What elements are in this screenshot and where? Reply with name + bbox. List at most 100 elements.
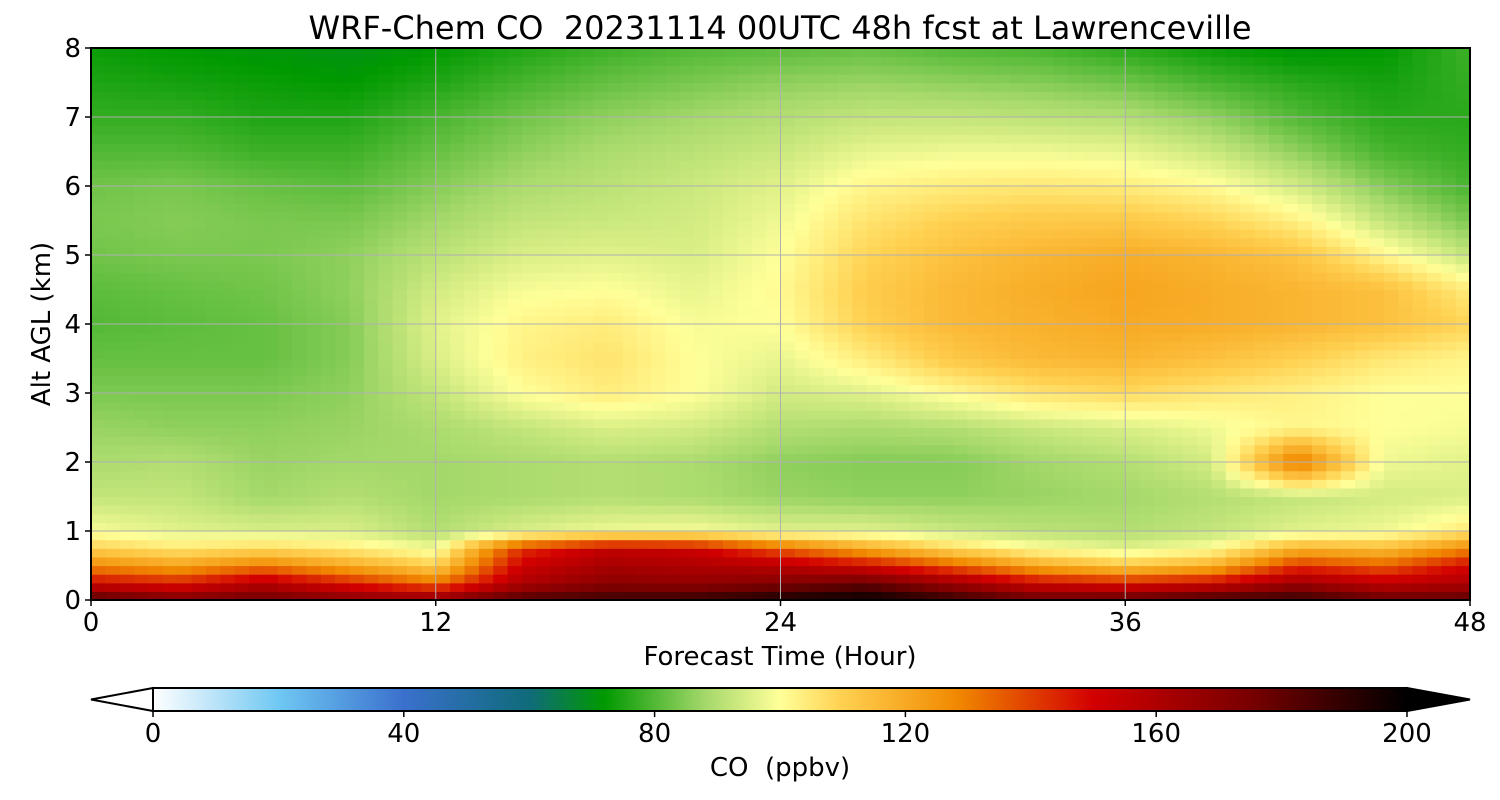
heatmap-cell <box>967 289 983 299</box>
heatmap-cell <box>608 306 624 316</box>
heatmap-cell <box>593 280 609 291</box>
heatmap-cell <box>751 418 767 429</box>
heatmap-cell <box>320 220 336 230</box>
heatmap-cell <box>565 168 580 178</box>
heatmap-cell <box>852 574 868 584</box>
heatmap-cell <box>981 349 997 360</box>
heatmap-cell <box>421 479 437 489</box>
heatmap-cell <box>249 556 264 567</box>
heatmap-cell <box>162 177 178 187</box>
heatmap-cell <box>335 263 351 273</box>
heatmap-cell <box>737 393 753 403</box>
heatmap-cell <box>349 582 365 592</box>
heatmap-cell <box>134 194 150 204</box>
heatmap-cell <box>148 384 164 394</box>
heatmap-cell <box>91 496 106 506</box>
heatmap-cell <box>1082 418 1098 429</box>
heatmap-cell <box>335 453 351 463</box>
heatmap-cell <box>1398 479 1414 489</box>
heatmap-cell <box>1039 574 1055 584</box>
heatmap-cell <box>694 462 710 472</box>
heatmap-cell <box>335 582 351 592</box>
heatmap-cell <box>292 522 308 532</box>
heatmap-cell <box>823 582 839 592</box>
heatmap-cell <box>335 513 351 523</box>
heatmap-cell <box>407 436 422 446</box>
heatmap-cell <box>507 427 523 437</box>
heatmap-cell <box>191 505 207 515</box>
heatmap-cell <box>464 427 480 437</box>
heatmap-cell <box>292 194 308 204</box>
heatmap-cell <box>694 272 710 282</box>
heatmap-cell <box>105 272 121 282</box>
heatmap-cell <box>895 358 911 368</box>
heatmap-cell <box>823 306 839 316</box>
heatmap-cell <box>981 401 997 411</box>
heatmap-cell <box>1297 462 1313 472</box>
heatmap-cell <box>809 315 825 325</box>
heatmap-cell <box>1254 375 1270 385</box>
heatmap-cell <box>320 255 336 265</box>
heatmap-cell <box>105 289 121 299</box>
heatmap-cell <box>1182 582 1198 592</box>
heatmap-cell <box>1311 272 1327 282</box>
heatmap-cell <box>1412 393 1428 403</box>
heatmap-cell <box>593 194 609 204</box>
heatmap-cell <box>1268 548 1284 558</box>
heatmap-cell <box>837 410 853 420</box>
heatmap-cell <box>665 418 681 429</box>
heatmap-cell <box>593 393 609 403</box>
heatmap-cell <box>536 263 552 273</box>
heatmap-cell <box>1053 531 1069 541</box>
heatmap-cell <box>1168 367 1184 377</box>
heatmap-cell <box>1426 470 1442 480</box>
heatmap-cell <box>521 237 537 247</box>
heatmap-cell <box>162 582 178 592</box>
heatmap-cell <box>91 272 106 282</box>
heatmap-cell <box>1039 349 1055 360</box>
heatmap-cell <box>679 462 695 472</box>
heatmap-cell <box>952 531 968 541</box>
heatmap-cell <box>1082 186 1098 196</box>
heatmap-cell <box>794 479 810 489</box>
heatmap-cell <box>1110 168 1126 178</box>
heatmap-cell <box>1326 384 1342 394</box>
heatmap-cell <box>608 315 624 325</box>
heatmap-cell <box>1053 418 1069 429</box>
heatmap-cell <box>220 548 236 558</box>
heatmap-cell <box>981 574 997 584</box>
heatmap-cell <box>335 496 351 506</box>
heatmap-cell <box>823 237 839 247</box>
heatmap-cell <box>608 393 624 403</box>
heatmap-cell <box>723 186 738 196</box>
heatmap-cell <box>421 341 437 351</box>
heatmap-cell <box>292 384 308 394</box>
heatmap-cell <box>292 427 308 437</box>
heatmap-cell <box>162 306 178 316</box>
heatmap-cell <box>1383 574 1399 584</box>
heatmap-cell <box>636 505 652 515</box>
heatmap-cell <box>493 444 509 454</box>
heatmap-cell <box>1441 367 1457 377</box>
heatmap-cell <box>162 367 178 377</box>
heatmap-cell <box>593 177 609 187</box>
heatmap-cell <box>751 410 767 420</box>
heatmap-cell <box>435 462 451 472</box>
heatmap-cell <box>751 375 767 385</box>
heatmap-cell <box>766 539 782 549</box>
heatmap-cell <box>1197 358 1213 368</box>
heatmap-cell <box>1426 272 1442 282</box>
heatmap-cell <box>766 315 782 325</box>
heatmap-cell <box>679 470 695 480</box>
heatmap-cell <box>105 263 121 273</box>
heatmap-cell <box>1441 427 1457 437</box>
heatmap-cell <box>421 410 437 420</box>
heatmap-cell <box>320 237 336 247</box>
heatmap-cell <box>622 341 638 351</box>
heatmap-cell <box>148 548 164 558</box>
heatmap-cell <box>205 255 221 265</box>
heatmap-cell <box>1139 289 1155 299</box>
heatmap-cell <box>924 315 940 325</box>
heatmap-cell <box>191 237 207 247</box>
heatmap-cell <box>148 427 164 437</box>
